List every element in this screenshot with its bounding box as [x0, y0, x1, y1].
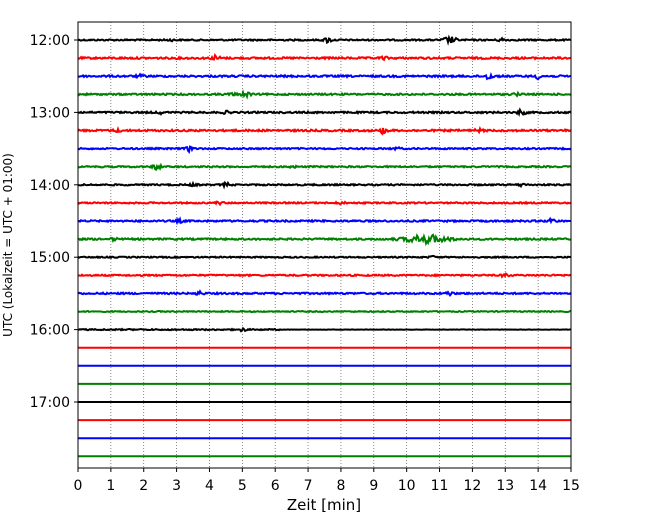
x-axis-ticks: 0 1 2 3 4 5 6 7 8 9 10 11 12 13 14 15 — [74, 468, 580, 494]
y-tick-label: 14:00 — [30, 178, 70, 194]
x-tick-label: 11 — [431, 478, 449, 494]
trace-1230 — [77, 71, 572, 81]
x-tick-label: 0 — [74, 478, 83, 494]
y-axis-label: UTC (Lokalzeit = UTC + 01:00) — [1, 153, 15, 337]
trace-1445 — [77, 232, 572, 247]
seismogram-traces — [77, 34, 572, 458]
trace-1300 — [77, 107, 572, 118]
trace-1345 — [77, 162, 572, 172]
vertical-grid — [110, 22, 539, 468]
trace-1530 — [77, 289, 572, 298]
x-tick-label: 2 — [139, 478, 148, 494]
x-tick-label: 1 — [106, 478, 115, 494]
x-tick-label: 8 — [336, 478, 345, 494]
x-tick-label: 3 — [172, 478, 181, 494]
trace-1500 — [77, 254, 572, 260]
plot-frame — [77, 21, 572, 469]
y-axis-ticks: 12:00 13:00 14:00 15:00 16:00 17:00 — [30, 33, 78, 411]
trace-1200 — [77, 34, 572, 46]
trace-1215 — [77, 52, 572, 62]
trace-1545 — [77, 309, 572, 314]
x-tick-label: 12 — [463, 478, 481, 494]
x-tick-label: 13 — [496, 478, 514, 494]
x-axis-label: Zeit [min] — [287, 496, 361, 514]
y-tick-label: 13:00 — [30, 105, 70, 121]
x-tick-label: 7 — [304, 478, 313, 494]
trace-1400 — [77, 180, 572, 190]
y-tick-label: 16:00 — [30, 323, 70, 339]
x-tick-label: 10 — [398, 478, 416, 494]
x-tick-label: 5 — [238, 478, 247, 494]
y-tick-label: 15:00 — [30, 250, 70, 266]
trace-1315 — [77, 125, 572, 136]
trace-1330 — [77, 145, 572, 154]
trace-1600 — [77, 326, 572, 333]
x-tick-label: 9 — [369, 478, 378, 494]
y-tick-label: 17:00 — [30, 395, 70, 411]
y-tick-label: 12:00 — [30, 33, 70, 49]
x-tick-label: 6 — [271, 478, 280, 494]
trace-1415 — [77, 200, 572, 207]
trace-1430 — [77, 216, 572, 226]
trace-1245 — [77, 89, 572, 100]
trace-1515 — [77, 272, 572, 279]
x-tick-label: 4 — [205, 478, 214, 494]
x-tick-label: 14 — [529, 478, 547, 494]
x-tick-label: 15 — [562, 478, 580, 494]
